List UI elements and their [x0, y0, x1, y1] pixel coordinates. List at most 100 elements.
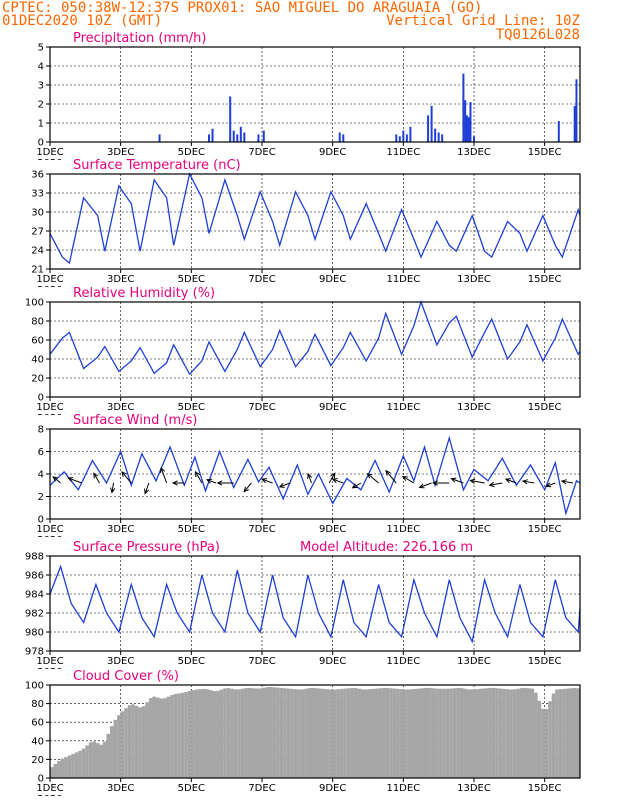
- wind-arrow-shaft: [93, 473, 100, 484]
- x-tick-label: 11DEC: [386, 402, 420, 413]
- x-tick-label: 9DEC: [319, 524, 346, 535]
- wind-arrow-shaft: [385, 470, 397, 484]
- cloud-bar: [300, 689, 305, 778]
- cloud-bar: [378, 688, 383, 778]
- cloud-bar: [163, 698, 167, 778]
- cloud-bar: [173, 693, 178, 778]
- y-tick-label: 986: [25, 571, 44, 582]
- cloud-bar: [512, 689, 517, 778]
- wind-arrow-shaft: [505, 478, 517, 484]
- wind-arrow: [110, 482, 116, 494]
- wind-arrow-head: [366, 473, 373, 479]
- wind-arrow: [504, 478, 517, 484]
- cloud-bar: [265, 687, 270, 778]
- x-tick-label: 9DEC: [319, 783, 346, 794]
- cloud-bar: [102, 741, 107, 778]
- cloud-bar: [184, 691, 188, 778]
- wind-arrow: [469, 478, 485, 484]
- wind-arrow-shaft: [546, 482, 556, 487]
- wind-arrow: [144, 482, 150, 495]
- wind-title: Surface Wind (m/s): [73, 413, 197, 428]
- wind-arrow-head: [488, 481, 495, 488]
- precip-bar: [465, 115, 468, 142]
- precipitation-panel: 0 1 2 3 4 5 1DEC 3DEC 5DEC 7DEC 9DEC 11DEC 13DEC 15DE…: [36, 31, 581, 160]
- cloud-bar: [251, 688, 255, 778]
- wind-arrow-head: [144, 488, 150, 495]
- wind-arrow-shaft: [52, 476, 61, 484]
- cloud-bar: [145, 702, 149, 778]
- header: CPTEC: 050:38W-12:37S PROX01: SAO MIGUEL…: [2, 0, 580, 43]
- year-label-clipped: 2020: [37, 285, 62, 287]
- wind-arrow: [93, 472, 100, 484]
- cloud-bar: [318, 688, 323, 778]
- cloud-bar: [473, 689, 478, 778]
- wind-arrow-shaft: [243, 482, 252, 492]
- temperature-frame: [49, 173, 581, 270]
- x-tick-label: 7DEC: [248, 783, 275, 794]
- x-tick-label: 13DEC: [457, 402, 491, 413]
- wind-arrow: [331, 478, 344, 484]
- precip-bar: [239, 126, 242, 142]
- cloud-bar: [459, 688, 464, 778]
- cloud-bar: [569, 688, 573, 778]
- x-tick-label: 9DEC: [319, 656, 346, 667]
- cloud-bar: [413, 688, 418, 778]
- x-year-label: 2020: [37, 667, 62, 678]
- cloud-bar: [516, 688, 520, 778]
- wind-arrow-shaft: [451, 478, 464, 484]
- x-year-label: 2020: [37, 535, 62, 546]
- cloud-bar: [343, 688, 347, 778]
- y-tick-label: 982: [25, 609, 44, 620]
- precip-bar: [395, 134, 398, 142]
- x-tick-label: 13DEC: [457, 783, 491, 794]
- wind-arrow: [545, 482, 556, 488]
- cloud-bar: [438, 688, 443, 778]
- cloud-bar: [166, 696, 171, 778]
- x-tick-label: 5DEC: [178, 402, 205, 413]
- cloud-bar: [170, 695, 174, 778]
- cloud-frame: [49, 684, 581, 779]
- y-tick-label: 80: [31, 317, 44, 328]
- wind-arrow: [385, 469, 397, 484]
- cloud-bar: [470, 689, 475, 778]
- wind-arrow-shaft: [470, 480, 485, 484]
- wind-line: [49, 435, 581, 516]
- cloud-bar: [261, 687, 266, 778]
- precip-bar: [262, 130, 265, 142]
- precip-bar: [473, 136, 475, 142]
- wind-arrow-shaft: [279, 482, 291, 488]
- cloud-bar: [544, 709, 549, 778]
- cloud-bar: [177, 693, 181, 778]
- cloud-bar: [67, 755, 72, 778]
- wind-arrow-shaft: [522, 480, 535, 484]
- cloud-bar: [230, 688, 234, 778]
- x-tick-label: 11DEC: [386, 147, 420, 158]
- wind-arrow-head: [307, 472, 313, 480]
- cloud-bar: [307, 688, 312, 778]
- y-tick-label: 20: [31, 374, 44, 385]
- cloud-bar: [488, 687, 492, 778]
- wind-arrow-head: [432, 480, 438, 486]
- cloud-bar: [357, 688, 361, 778]
- cloud-bar: [71, 753, 75, 778]
- x-tick-label: 3DEC: [107, 783, 134, 794]
- cloud-bar: [247, 687, 252, 778]
- cloud-bar: [382, 687, 386, 778]
- wind-arrow: [418, 482, 432, 489]
- precip-bar: [232, 130, 235, 142]
- cloud-bar: [187, 691, 192, 778]
- cloud-bar: [523, 687, 528, 778]
- wind-arrow-head: [93, 472, 99, 479]
- cloud-bar: [541, 708, 545, 778]
- cloud-bar: [364, 689, 369, 778]
- cloud-bar: [117, 715, 121, 778]
- cloud-bar: [244, 688, 248, 778]
- header-grid-line-note: Vertical Grid Line: 10Z: [386, 13, 580, 29]
- wind-arrow-head: [243, 486, 249, 493]
- cloud-bar: [223, 688, 227, 778]
- cloud-bar: [350, 687, 354, 778]
- wind-arrow: [450, 477, 464, 484]
- wind-arrow: [521, 479, 535, 485]
- cloud-bar: [283, 688, 287, 778]
- cloud-bar: [191, 690, 195, 778]
